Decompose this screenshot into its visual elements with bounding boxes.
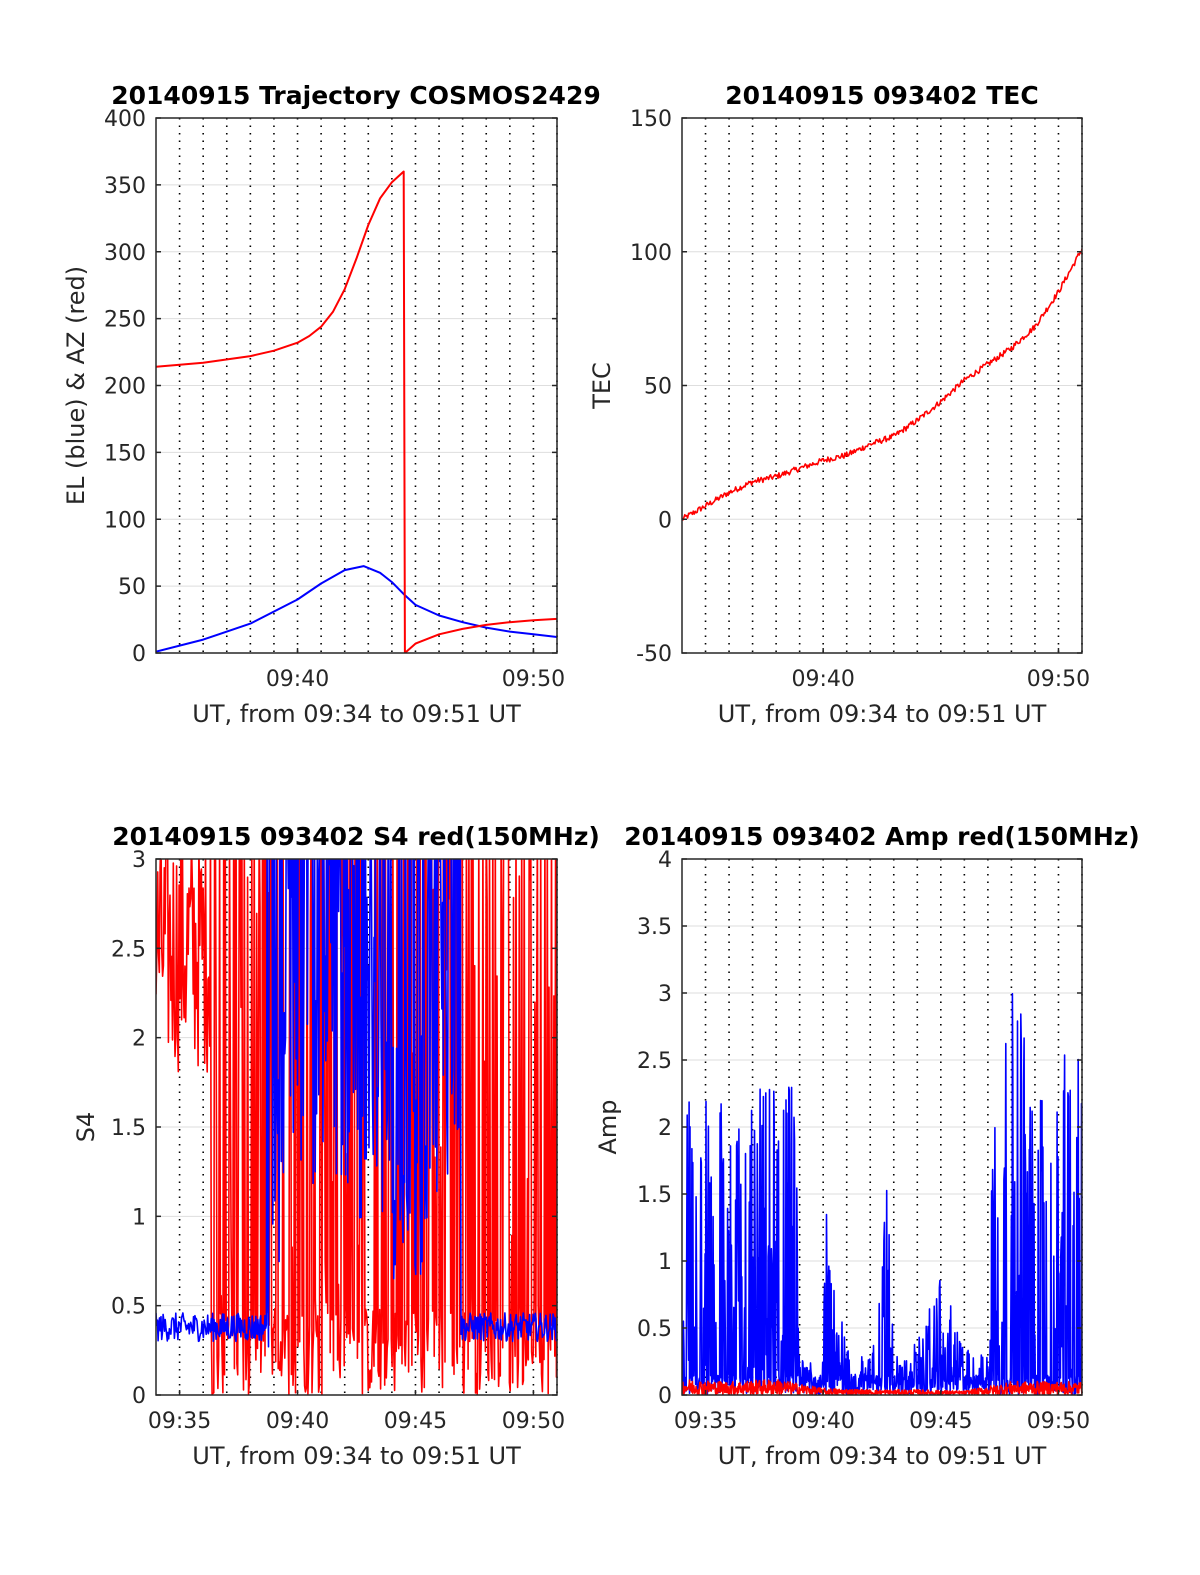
y-tick-label: 1.5 (637, 1183, 672, 1208)
x-tick-label: 09:50 (1027, 667, 1090, 692)
x-axis-label: UT, from 09:34 to 09:51 UT (718, 700, 1047, 728)
chart-title: 20140915 093402 S4 red(150MHz) (112, 822, 600, 851)
series-group (156, 859, 557, 1395)
y-tick-label: 1 (132, 1205, 146, 1230)
x-tick-label: 09:45 (909, 1409, 972, 1434)
x-tick-label: 09:50 (502, 1409, 565, 1434)
chart-panel-3: 0 0.5 1 1.5 2 2.5 3 09:35 09:40 09:45 09:50 2014091… (72, 822, 600, 1470)
series-line-red (682, 1379, 1082, 1395)
x-tick-label: 09:45 (384, 1409, 447, 1434)
series-group (682, 248, 1082, 521)
y-tick-label: 1 (658, 1250, 672, 1275)
chart-title: 20140915 093402 Amp red(150MHz) (624, 822, 1140, 851)
y-tick-label: 0.5 (637, 1317, 672, 1342)
y-tick-label: 150 (104, 441, 146, 466)
y-tick-label: 150 (630, 107, 672, 132)
x-axis-label: UT, from 09:34 to 09:51 UT (192, 700, 521, 728)
y-tick-label: 50 (644, 375, 672, 400)
y-tick-label: 0 (658, 1384, 672, 1409)
x-axis-label: UT, from 09:34 to 09:51 UT (192, 1442, 521, 1470)
y-tick-label: 350 (104, 174, 146, 199)
y-tick-label: 3 (658, 982, 672, 1007)
y-tick-label: 250 (104, 308, 146, 333)
chart-title: 20140915 Trajectory COSMOS2429 (111, 81, 601, 110)
series-line-blue (682, 992, 1082, 1395)
y-tick-label: 2.5 (111, 937, 146, 962)
x-tick-label: 09:40 (791, 667, 854, 692)
x-tick-label: 09:40 (791, 1409, 854, 1434)
x-tick-label: 09:40 (266, 667, 329, 692)
y-tick-label: 300 (104, 241, 146, 266)
y-tick-label: -50 (636, 642, 672, 667)
chart-panel-1: 0 50 100 150 200 250 300 350 400 09:40 09:50 201409… (62, 81, 601, 728)
y-tick-label: 0 (132, 1384, 146, 1409)
y-tick-label: 3 (132, 848, 146, 873)
y-axis-label: TEC (588, 362, 616, 410)
series-group (682, 992, 1082, 1395)
x-tick-label: 09:35 (674, 1409, 737, 1434)
y-tick-label: 2.5 (637, 1049, 672, 1074)
series-line-blue (156, 565, 557, 653)
y-tick-label: 3.5 (637, 915, 672, 940)
series-line-red (156, 170, 557, 653)
y-tick-label: 50 (118, 575, 146, 600)
y-axis-label: EL (blue) & AZ (red) (62, 266, 90, 505)
x-tick-label: 09:35 (148, 1409, 211, 1434)
series-line-blue (156, 859, 557, 1348)
series-line-red (156, 859, 557, 1395)
y-tick-label: 0.5 (111, 1295, 146, 1320)
y-axis-label: Amp (594, 1099, 622, 1154)
y-tick-label: 0 (132, 642, 146, 667)
y-tick-label: 2 (658, 1116, 672, 1141)
chart-panel-2: -50 0 50 100 150 09:40 09:50 20140915 093402 TE… (588, 81, 1090, 728)
y-tick-label: 0 (658, 508, 672, 533)
y-tick-label: 100 (630, 241, 672, 266)
series-line-red (682, 248, 1082, 521)
x-tick-label: 09:40 (266, 1409, 329, 1434)
y-tick-label: 100 (104, 508, 146, 533)
y-tick-label: 1.5 (111, 1116, 146, 1141)
y-tick-label: 400 (104, 107, 146, 132)
chart-panel-4: 0 0.5 1 1.5 2 2.5 3 3.5 4 09:35 09:40 09:45 09:50 201… (594, 822, 1140, 1470)
x-axis-label: UT, from 09:34 to 09:51 UT (718, 1442, 1047, 1470)
chart-title: 20140915 093402 TEC (725, 81, 1038, 110)
y-axis-label: S4 (72, 1112, 100, 1143)
series-group (156, 170, 557, 653)
x-tick-label: 09:50 (502, 667, 565, 692)
y-tick-label: 2 (132, 1027, 146, 1052)
y-tick-label: 200 (104, 375, 146, 400)
x-tick-label: 09:50 (1027, 1409, 1090, 1434)
y-tick-label: 4 (658, 848, 672, 873)
